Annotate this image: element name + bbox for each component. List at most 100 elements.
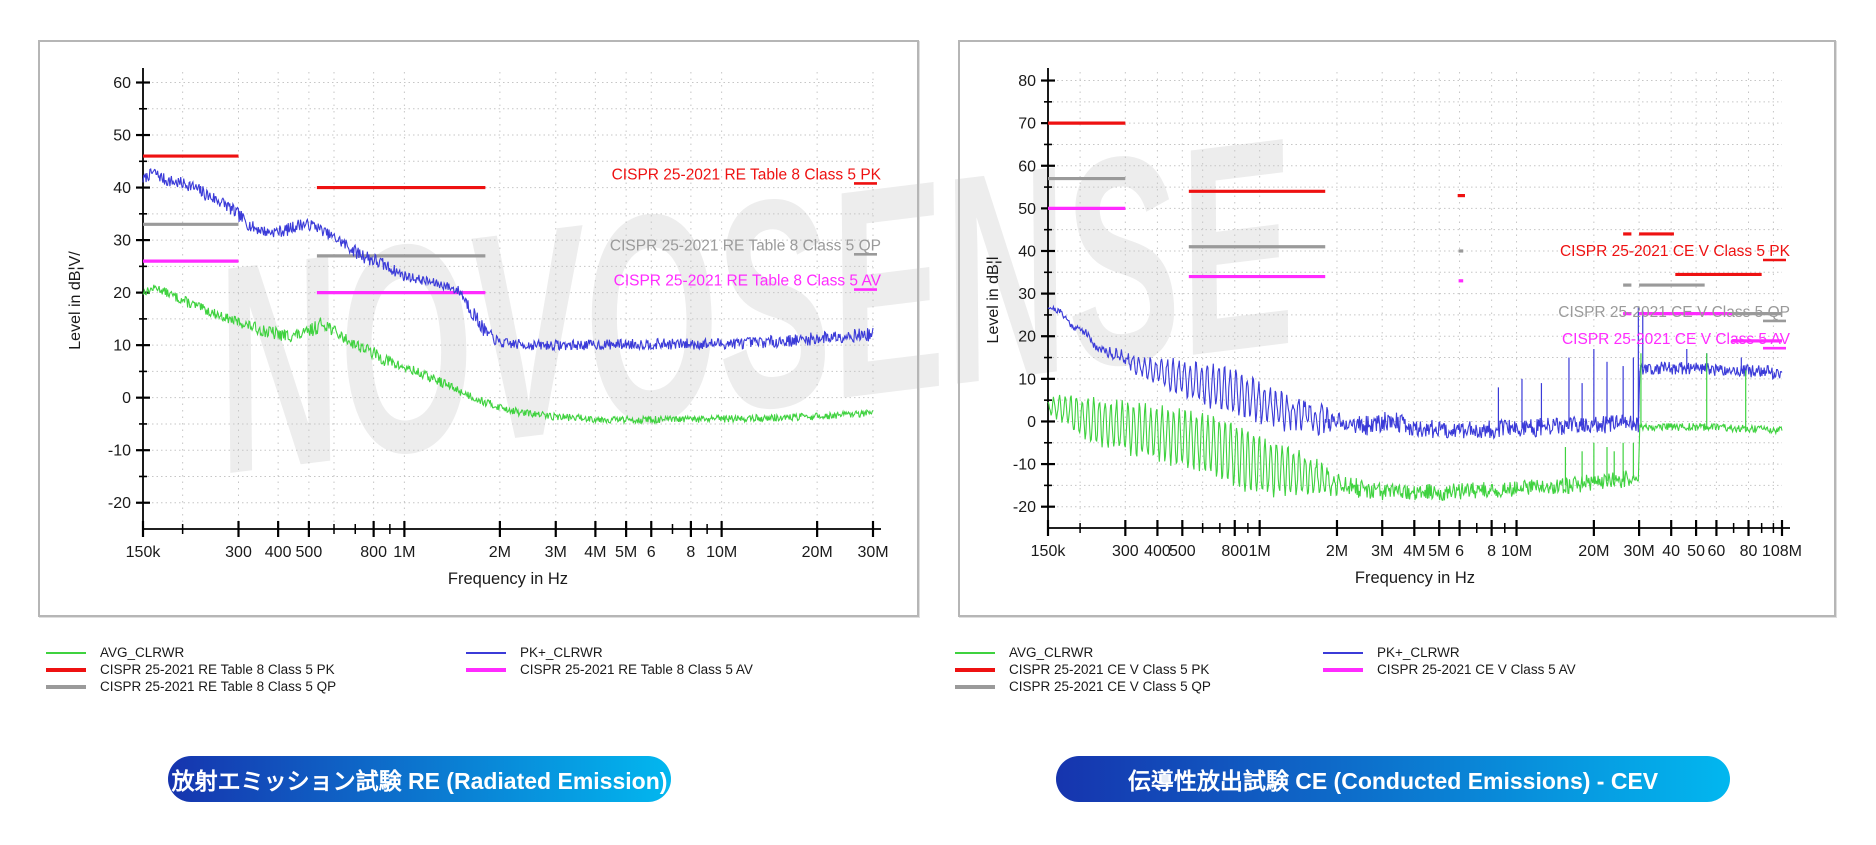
re-test-label-button[interactable]: 放射エミッション試験 RE (Radiated Emission) bbox=[168, 756, 671, 802]
svg-text:500: 500 bbox=[1169, 543, 1196, 560]
svg-text:40: 40 bbox=[113, 180, 131, 197]
svg-text:40: 40 bbox=[1662, 543, 1680, 560]
legend-item: CISPR 25-2021 RE Table 8 Class 5 QP bbox=[46, 678, 336, 695]
svg-text:10: 10 bbox=[113, 338, 131, 355]
legend-swatch bbox=[46, 667, 86, 672]
legend-item: CISPR 25-2021 CE V Class 5 QP bbox=[955, 678, 1211, 695]
legend-item: AVG_CLRWR bbox=[46, 644, 336, 661]
legend-swatch bbox=[46, 684, 86, 689]
legend-swatch bbox=[955, 684, 995, 689]
svg-text:3M: 3M bbox=[545, 544, 567, 561]
svg-text:30: 30 bbox=[113, 233, 131, 250]
svg-text:2M: 2M bbox=[1326, 543, 1348, 560]
svg-text:4M: 4M bbox=[1403, 543, 1425, 560]
legend-item: AVG_CLRWR bbox=[955, 644, 1211, 661]
svg-text:20: 20 bbox=[1018, 329, 1036, 346]
legend-label: CISPR 25-2021 RE Table 8 Class 5 QP bbox=[100, 679, 337, 694]
legend-label: CISPR 25-2021 RE Table 8 Class 5 AV bbox=[520, 662, 753, 677]
svg-text:4M: 4M bbox=[584, 544, 606, 561]
svg-text:50: 50 bbox=[1018, 201, 1036, 218]
svg-text:800: 800 bbox=[1221, 543, 1248, 560]
svg-text:30M: 30M bbox=[1624, 543, 1655, 560]
legend-item: CISPR 25-2021 CE V Class 5 AV bbox=[1323, 661, 1576, 678]
svg-text:300: 300 bbox=[1112, 543, 1139, 560]
svg-text:-20: -20 bbox=[1013, 499, 1036, 516]
legend-column: PK+_CLRWR CISPR 25-2021 CE V Class 5 AV bbox=[1323, 644, 1576, 678]
svg-text:Frequency in Hz: Frequency in Hz bbox=[448, 570, 568, 588]
legend-swatch bbox=[46, 651, 86, 654]
legend-label: CISPR 25-2021 CE V Class 5 AV bbox=[1377, 662, 1576, 677]
svg-text:10: 10 bbox=[1018, 371, 1036, 388]
re-chart: -20 -10 0 10 20 30 40 50 60 150k 300 400 500 800 1M 2M 3… bbox=[67, 68, 889, 588]
svg-text:108M: 108M bbox=[1762, 543, 1802, 560]
legend-column: PK+_CLRWR CISPR 25-2021 RE Table 8 Class … bbox=[466, 644, 753, 678]
legend-item: CISPR 25-2021 CE V Class 5 PK bbox=[955, 661, 1211, 678]
legend-label: CISPR 25-2021 CE V Class 5 QP bbox=[1009, 679, 1211, 694]
limit-annotation: CISPR 25-2021 RE Table 8 Class 5 QP bbox=[610, 237, 881, 254]
svg-text:300: 300 bbox=[225, 544, 252, 561]
limit-annotation: CISPR 25-2021 CE V Class 5 AV bbox=[1562, 331, 1791, 348]
svg-text:80: 80 bbox=[1740, 543, 1758, 560]
limit-annotation: CISPR 25-2021 RE Table 8 Class 5 PK bbox=[612, 166, 882, 183]
legend-swatch bbox=[955, 651, 995, 654]
svg-text:60: 60 bbox=[1708, 543, 1726, 560]
svg-text:0: 0 bbox=[122, 390, 131, 407]
legend-label: CISPR 25-2021 CE V Class 5 PK bbox=[1009, 662, 1210, 677]
svg-text:500: 500 bbox=[296, 544, 323, 561]
legend-item: CISPR 25-2021 RE Table 8 Class 5 PK bbox=[46, 661, 336, 678]
svg-text:60: 60 bbox=[113, 75, 131, 92]
svg-text:5M: 5M bbox=[615, 544, 637, 561]
svg-text:5M: 5M bbox=[1428, 543, 1450, 560]
svg-text:70: 70 bbox=[1018, 116, 1036, 133]
svg-text:800: 800 bbox=[360, 544, 387, 561]
legend-swatch bbox=[466, 651, 506, 654]
legend-swatch bbox=[1323, 651, 1363, 654]
legend-swatch bbox=[955, 667, 995, 672]
legend-item: PK+_CLRWR bbox=[1323, 644, 1576, 661]
svg-text:80: 80 bbox=[1018, 73, 1036, 90]
legend-swatch bbox=[466, 667, 506, 672]
svg-text:0: 0 bbox=[1027, 414, 1036, 431]
svg-text:2M: 2M bbox=[489, 544, 511, 561]
svg-text:20M: 20M bbox=[802, 544, 833, 561]
re-chart-panel: -20 -10 0 10 20 30 40 50 60 150k 300 400 500 800 1M 2M 3… bbox=[38, 40, 919, 617]
legend-label: AVG_CLRWR bbox=[100, 645, 185, 660]
svg-text:6: 6 bbox=[1455, 543, 1464, 560]
svg-text:150k: 150k bbox=[126, 544, 162, 561]
svg-text:8: 8 bbox=[1487, 543, 1496, 560]
svg-text:3M: 3M bbox=[1371, 543, 1393, 560]
svg-text:-20: -20 bbox=[108, 495, 131, 512]
svg-text:1M: 1M bbox=[393, 544, 415, 561]
svg-text:40: 40 bbox=[1018, 243, 1036, 260]
ce-test-label-button[interactable]: 伝導性放出試験 CE (Conducted Emissions) - CEV bbox=[1056, 756, 1730, 802]
svg-text:400: 400 bbox=[265, 544, 292, 561]
svg-text:6: 6 bbox=[647, 544, 656, 561]
svg-text:-10: -10 bbox=[1013, 457, 1036, 474]
limit-annotation: CISPR 25-2021 CE V Class 5 QP bbox=[1558, 304, 1790, 321]
svg-text:10M: 10M bbox=[706, 544, 737, 561]
svg-text:8: 8 bbox=[686, 544, 695, 561]
svg-text:Frequency in Hz: Frequency in Hz bbox=[1355, 569, 1475, 587]
legend-label: PK+_CLRWR bbox=[520, 645, 603, 660]
legend-item: CISPR 25-2021 RE Table 8 Class 5 AV bbox=[466, 661, 753, 678]
svg-text:Level in dB¦V/: Level in dB¦V/ bbox=[67, 251, 84, 350]
legend-label: PK+_CLRWR bbox=[1377, 645, 1460, 660]
svg-text:20: 20 bbox=[113, 285, 131, 302]
limit-annotation: CISPR 25-2021 CE V Class 5 PK bbox=[1560, 243, 1791, 260]
svg-text:30: 30 bbox=[1018, 286, 1036, 303]
limit-annotation: CISPR 25-2021 RE Table 8 Class 5 AV bbox=[614, 273, 882, 290]
svg-text:400: 400 bbox=[1144, 543, 1171, 560]
legend-item: PK+_CLRWR bbox=[466, 644, 753, 661]
legend-swatch bbox=[1323, 667, 1363, 672]
legend-label: CISPR 25-2021 RE Table 8 Class 5 PK bbox=[100, 662, 335, 677]
ce-chart-panel: -20 -10 0 10 20 30 40 50 60 70 80 150k 300 400 500 800 1… bbox=[958, 40, 1836, 617]
svg-text:50: 50 bbox=[1687, 543, 1705, 560]
svg-text:60: 60 bbox=[1018, 158, 1036, 175]
legend-column: AVG_CLRWR CISPR 25-2021 CE V Class 5 PK CI… bbox=[955, 644, 1211, 695]
svg-text:30M: 30M bbox=[857, 544, 888, 561]
legend-label: AVG_CLRWR bbox=[1009, 645, 1094, 660]
svg-text:1M: 1M bbox=[1249, 543, 1271, 560]
svg-text:50: 50 bbox=[113, 128, 131, 145]
